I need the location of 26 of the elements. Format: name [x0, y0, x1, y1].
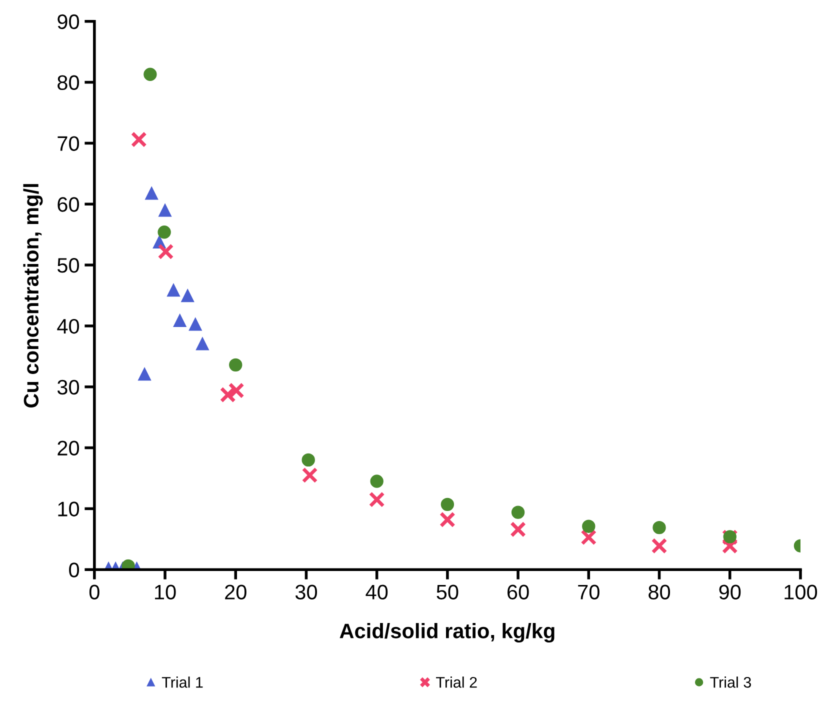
- y-axis-title: Cu concentration, mg/l: [23, 184, 43, 408]
- x-tick-label: 80: [648, 584, 670, 600]
- y-tick-label: 40: [57, 318, 80, 334]
- x-tick-label: 10: [155, 584, 176, 600]
- x-tick-label: 60: [508, 584, 529, 600]
- y-tick-label: 80: [58, 75, 80, 90]
- legend-label: Trial 3: [710, 676, 751, 688]
- y-tick-label: 90: [58, 14, 80, 30]
- y-tick-label: 0: [69, 562, 80, 578]
- legend-label: Trial 2: [436, 676, 477, 688]
- x-tick-label: 70: [578, 584, 600, 600]
- x-axis-title: Acid/solid ratio, kg/kg: [340, 623, 554, 643]
- x-tick-label: 100: [784, 584, 818, 600]
- x-tick-label: 0: [89, 584, 100, 600]
- x-tick-label: 20: [225, 584, 246, 600]
- x-tick-label: 50: [436, 584, 458, 600]
- x-tick-label: 30: [295, 584, 318, 600]
- y-tick-label: 30: [57, 380, 80, 395]
- legend-label: Trial 1: [162, 676, 203, 688]
- y-tick-label: 50: [57, 258, 80, 273]
- y-tick-label: 70: [58, 136, 80, 151]
- y-tick-label: 10: [58, 502, 80, 516]
- x-tick-label: 40: [366, 584, 388, 600]
- y-tick-label: 20: [58, 440, 80, 456]
- x-tick-label: 90: [719, 584, 741, 600]
- y-tick-label: 60: [58, 197, 80, 212]
